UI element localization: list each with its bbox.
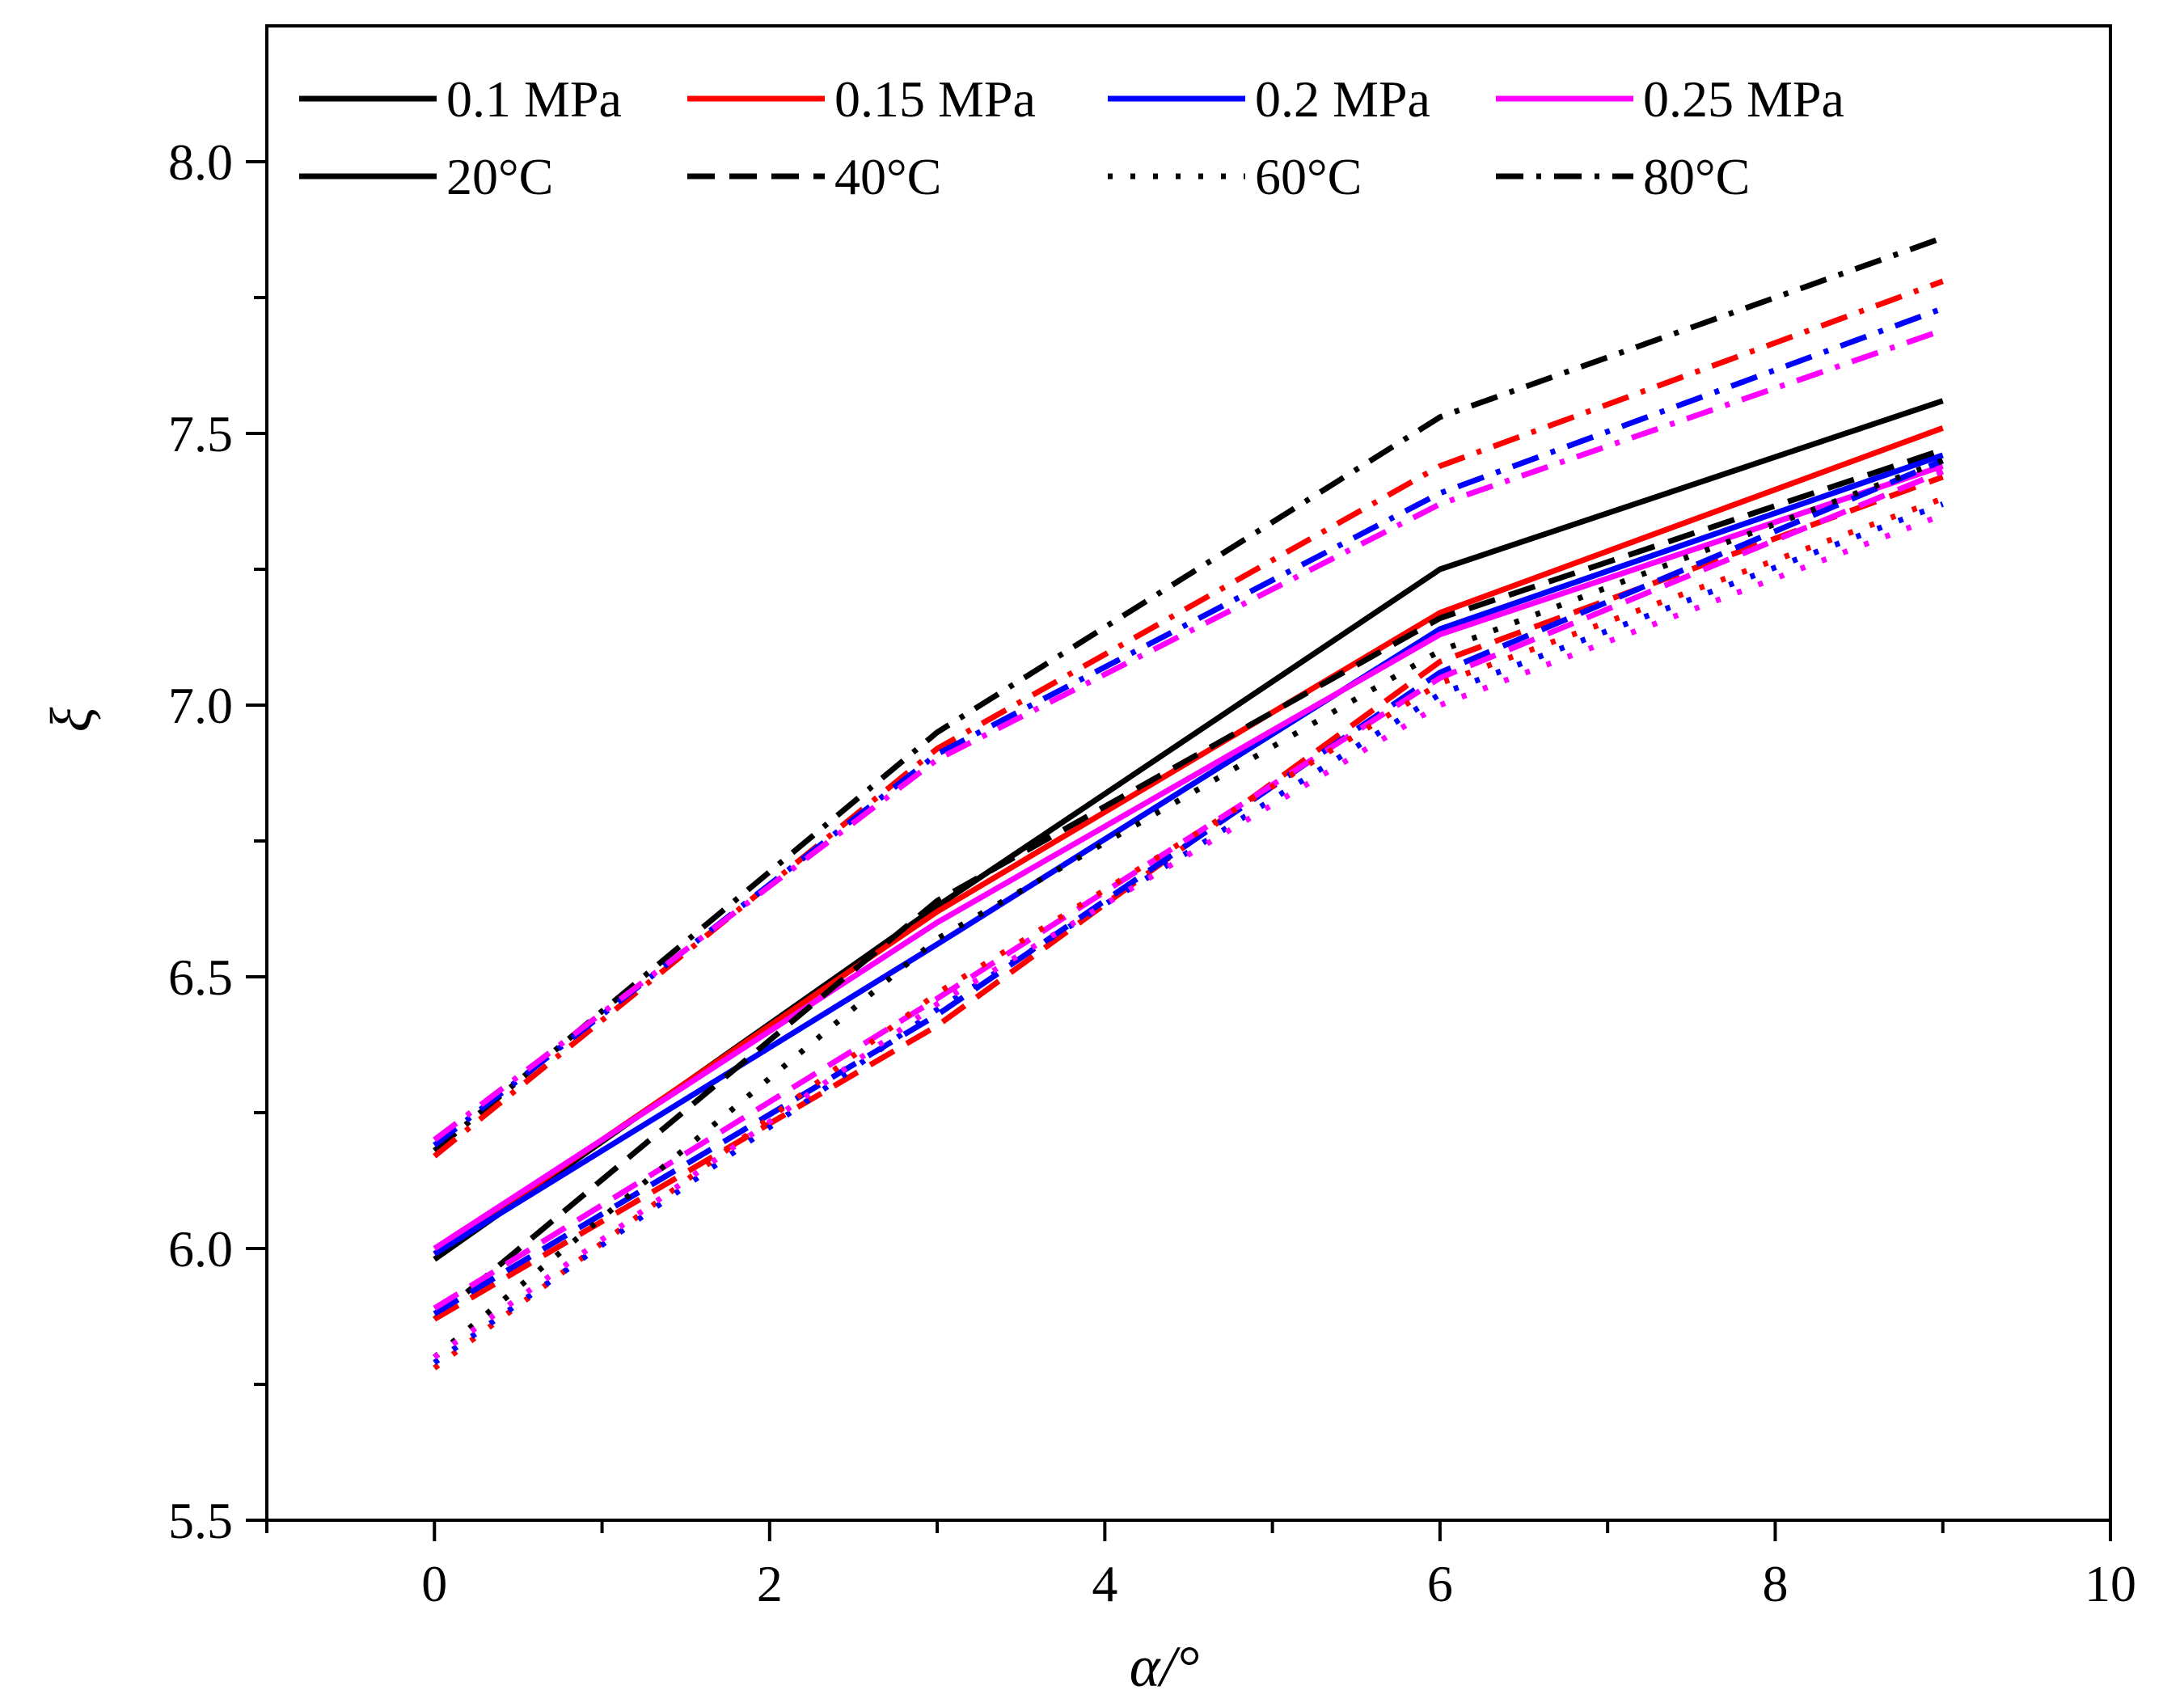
series-line-13 bbox=[433, 278, 1944, 1159]
x-tick-label: 10 bbox=[2085, 1555, 2136, 1612]
series-line-15 bbox=[433, 327, 1944, 1143]
series-line-7 bbox=[433, 468, 1945, 1311]
series-line-5 bbox=[433, 474, 1944, 1322]
y-tick-label: 7.0 bbox=[168, 677, 233, 734]
series-line-10 bbox=[433, 501, 1944, 1365]
legend-label-pressure: 0.2 MPa bbox=[1255, 70, 1430, 128]
x-tick-label: 2 bbox=[757, 1555, 783, 1612]
series-line-8 bbox=[433, 458, 1944, 1360]
legend-label-temperature: 80°C bbox=[1643, 148, 1750, 205]
series-line-4 bbox=[433, 446, 1944, 1322]
y-tick-label: 5.5 bbox=[168, 1492, 233, 1549]
series-line-6 bbox=[433, 458, 1945, 1316]
y-tick-label: 8.0 bbox=[168, 133, 233, 191]
y-axis-title: ξ bbox=[39, 707, 103, 732]
series-line-2 bbox=[433, 452, 1944, 1257]
legend-label-pressure: 0.15 MPa bbox=[834, 70, 1036, 128]
y-tick-label: 6.0 bbox=[168, 1220, 233, 1278]
series-line-9 bbox=[433, 496, 1944, 1371]
legend-label-temperature: 40°C bbox=[834, 148, 941, 205]
legend-label-temperature: 20°C bbox=[446, 148, 553, 205]
x-tick-label: 6 bbox=[1427, 1555, 1453, 1612]
series-line-11 bbox=[433, 512, 1944, 1360]
x-tick-label: 8 bbox=[1762, 1555, 1788, 1612]
legend: 0.1 MPa 0.15 MPa 0.2 MPa 0.25 MPa 20°C 40°C 60… bbox=[299, 70, 1844, 205]
legend-label-pressure: 0.1 MPa bbox=[446, 70, 622, 128]
x-tick-label: 4 bbox=[1092, 1555, 1117, 1612]
legend-label-pressure: 0.25 MPa bbox=[1643, 70, 1844, 128]
legend-label-temperature: 60°C bbox=[1255, 148, 1362, 205]
y-tick-label: 7.5 bbox=[168, 405, 233, 463]
x-axis-title: α/° bbox=[1130, 1634, 1200, 1699]
axes-layer: 0 2 4 6 8 10 5.5 6.0 6.5 7.0 7.5 8.0 bbox=[168, 24, 2136, 1612]
series-line-14 bbox=[433, 306, 1944, 1148]
x-tick-label: 0 bbox=[421, 1555, 447, 1612]
series-layer bbox=[433, 235, 1945, 1371]
series-line-12 bbox=[433, 235, 1944, 1153]
series-line-3 bbox=[433, 463, 1944, 1251]
y-tick-label: 6.5 bbox=[168, 949, 233, 1006]
plot-frame bbox=[265, 24, 2112, 1522]
